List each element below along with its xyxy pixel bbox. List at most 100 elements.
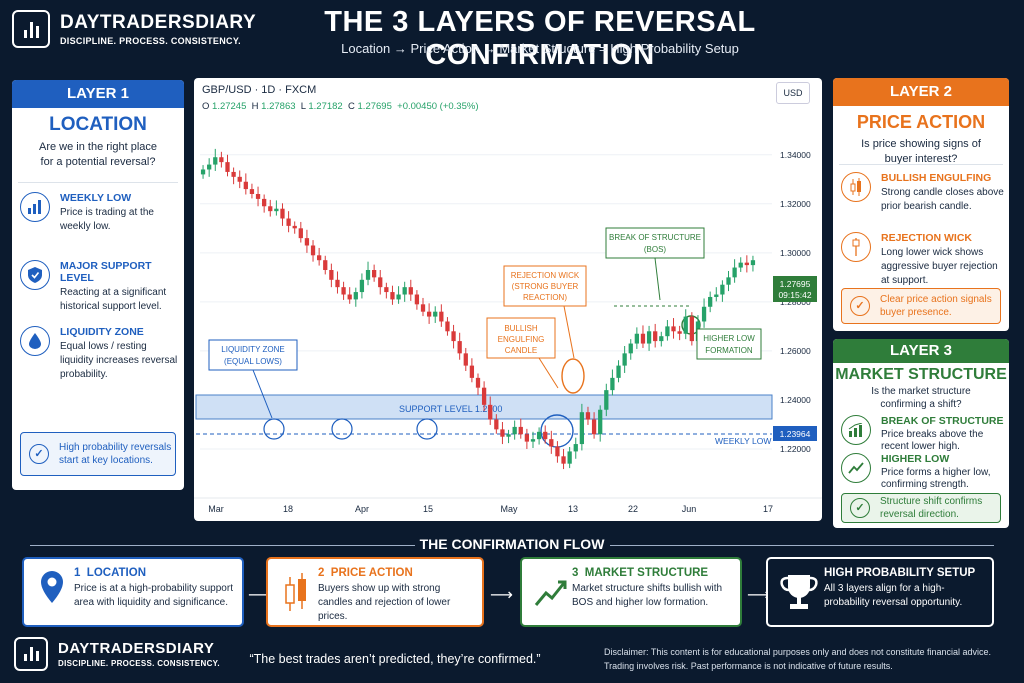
layer3-item-higher-low: HIGHER LOW Price forms a higher low, con… xyxy=(841,453,1005,491)
candle xyxy=(249,183,255,199)
candle xyxy=(549,430,554,454)
candle xyxy=(726,270,731,292)
candle xyxy=(671,318,676,339)
candle xyxy=(714,287,719,302)
support-label: SUPPORT LEVEL 1.2500 xyxy=(399,404,502,414)
layer3-item-bos: BREAK OF STRUCTURE Price breaks above th… xyxy=(841,415,1005,453)
layer2-item-rejection: REJECTION WICK Long lower wick shows agg… xyxy=(841,232,1005,288)
candle xyxy=(439,304,444,327)
wick-candle-icon xyxy=(841,232,871,262)
candle xyxy=(683,309,688,340)
candle xyxy=(207,158,212,177)
flow-title: THE CONFIRMATION FLOW xyxy=(419,536,605,552)
y-tick-label: 1.30000 xyxy=(780,248,811,258)
candle xyxy=(555,441,560,463)
brand-logo: DAYTRADERSDIARY DISCIPLINE. PROCESS. CON… xyxy=(12,10,256,48)
candle xyxy=(292,221,297,234)
candle xyxy=(653,323,658,348)
item-title: LIQUIDITY ZONE xyxy=(60,326,144,338)
item-title: BREAK OF STRUCTURE xyxy=(881,415,1004,427)
y-tick-label: 1.34000 xyxy=(780,150,811,160)
candle xyxy=(463,347,468,372)
item-desc: Price forms a higher low, confirming str… xyxy=(881,467,991,490)
candles-icon xyxy=(841,172,871,202)
candle xyxy=(396,286,401,304)
candle xyxy=(750,255,756,272)
candle xyxy=(567,447,572,469)
rising-bars-icon xyxy=(841,415,871,445)
candle xyxy=(280,203,285,226)
layer2-note-text: Clear price action signals buyer presenc… xyxy=(880,294,992,318)
layer2-item-engulfing: BULLISH ENGULFING Strong candle closes a… xyxy=(841,172,1005,214)
flow-step-location: 1 LOCATION Price is at a high-probabilit… xyxy=(22,557,244,627)
svg-text:LIQUIDITY ZONE: LIQUIDITY ZONE xyxy=(221,345,284,354)
candle xyxy=(243,173,248,195)
y-tick-label: 1.26000 xyxy=(780,346,811,356)
logo-bars-icon xyxy=(14,637,48,671)
candle xyxy=(353,287,358,307)
candle xyxy=(378,270,383,295)
rejection-wick-marker xyxy=(561,358,585,394)
candle xyxy=(591,412,597,439)
flow-arrow-icon: ⟶ xyxy=(248,585,271,604)
page-title: THE 3 LAYERS OF REVERSAL CONFIRMATION xyxy=(324,6,756,71)
candle xyxy=(659,331,664,347)
candle xyxy=(677,325,682,341)
ohlc-l-label: L xyxy=(300,101,306,112)
candle xyxy=(481,381,487,412)
candle xyxy=(317,247,322,266)
layer3-note-text: Structure shift confirms reversal direct… xyxy=(880,496,983,520)
candle xyxy=(365,261,371,286)
equal-low-marker xyxy=(263,418,285,440)
x-tick-label: Apr xyxy=(355,504,369,514)
candle xyxy=(640,325,646,348)
candle xyxy=(445,317,450,336)
layer2-question: Is price showing signs of buyer interest… xyxy=(861,138,981,165)
candle xyxy=(371,264,377,282)
svg-text:(BOS): (BOS) xyxy=(644,245,667,254)
candle xyxy=(720,280,725,302)
layer1-panel: LAYER 1 LOCATION Are we in the right pla… xyxy=(12,80,184,490)
layer1-question: Are we in the right place for a potentia… xyxy=(38,141,157,168)
candle xyxy=(341,281,346,300)
rejection-callout: REJECTION WICK (STRONG BUYER REACTION) xyxy=(503,265,587,359)
trophy-icon xyxy=(780,575,818,609)
last-price-tag: 1.27695 09:15:42 xyxy=(773,276,817,302)
svg-text:1.27695: 1.27695 xyxy=(780,279,811,289)
candle xyxy=(200,165,206,179)
candle xyxy=(530,431,536,448)
ohlc-h-label: H xyxy=(251,101,259,112)
flow-step-desc: Price is at a high-probability support a… xyxy=(74,583,233,608)
x-tick-label: 17 xyxy=(763,504,773,514)
liquidity-zone-callout: LIQUIDITY ZONE (EQUAL LOWS) xyxy=(208,339,298,419)
layer3-label: LAYER 3 xyxy=(833,339,1009,363)
ohlc-o-label: O xyxy=(202,101,210,112)
y-tick-label: 1.32000 xyxy=(780,199,811,209)
item-desc: Strong candle closes above prior bearish… xyxy=(881,187,1004,212)
item-title: WEEKLY LOW xyxy=(60,192,132,204)
layer2-label: LAYER 2 xyxy=(833,78,1009,106)
candle xyxy=(628,339,633,360)
candle xyxy=(304,229,310,253)
candle xyxy=(310,240,316,262)
check-icon: ✓ xyxy=(850,498,870,518)
candle xyxy=(518,418,523,439)
flow-arrow-icon: ⟶ xyxy=(747,585,770,604)
candle xyxy=(457,332,462,360)
shield-check-icon xyxy=(20,260,50,290)
candle xyxy=(512,420,517,440)
ohlc-change: +0.00450 (+0.35%) xyxy=(397,101,479,112)
item-desc: Reacting at a significant historical sup… xyxy=(60,287,167,312)
candle xyxy=(579,403,585,451)
layer1-title: LOCATION xyxy=(49,114,147,135)
candle xyxy=(433,306,438,323)
candle xyxy=(323,255,328,275)
weekly-low-tag: 1.23964 xyxy=(773,426,817,441)
candle xyxy=(604,383,609,417)
candle xyxy=(329,263,334,288)
currency-selector[interactable]: USD xyxy=(776,82,810,104)
layer3-question: Is the market structure confirming a shi… xyxy=(871,386,971,410)
flow-step-num: 3 xyxy=(572,567,579,579)
y-tick-label: 1.24000 xyxy=(780,395,811,405)
candle xyxy=(298,221,303,243)
